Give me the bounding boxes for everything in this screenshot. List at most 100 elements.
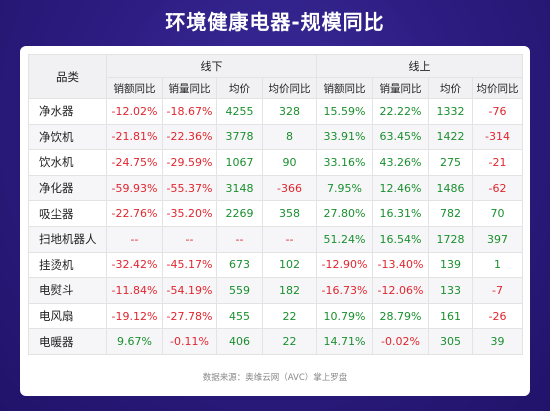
category-header: 品类: [28, 54, 107, 99]
table-cell: 14.71%: [316, 328, 373, 355]
table-cell: 43.26%: [372, 149, 429, 176]
table-cell: 397: [472, 225, 523, 253]
table-cell: 22.22%: [372, 98, 429, 125]
table-cell: 358: [262, 200, 317, 227]
table-cell: -0.11%: [162, 328, 217, 355]
table-cell: -76: [472, 98, 523, 125]
table-cell: 102: [262, 251, 317, 279]
table-cell: -55.37%: [162, 174, 217, 202]
table-row: 净饮机 -21.81% -22.36% 3778 8 33.91% 63.45% 1422 -3…: [28, 123, 523, 151]
table-cell: -45.17%: [162, 251, 217, 279]
column-header: 均价同比: [262, 77, 317, 99]
table-header: 品类 线下 线上 销额同比 销量同比 均价 均价同比 销额同比 销量同比 均价 …: [28, 54, 523, 99]
table-cell: 328: [262, 98, 317, 125]
table-cell: -22.36%: [162, 123, 217, 151]
category-name-cell: 净化器: [28, 174, 107, 202]
table-row: 饮水机 -24.75% -29.59% 1067 90 33.16% 43.26% 275 -2…: [28, 149, 523, 176]
table-cell: -62: [472, 174, 523, 202]
table-cell: -13.40%: [372, 251, 429, 279]
table-cell: 15.59%: [316, 98, 373, 125]
table-row: 电熨斗 -11.84% -54.19% 559 182 -16.73% -12.06% 133…: [28, 277, 523, 304]
column-header: 均价: [216, 77, 263, 99]
table-cell: 22: [262, 328, 317, 355]
table-cell: 33.91%: [316, 123, 373, 151]
category-name-cell: 电暖器: [28, 328, 107, 355]
category-name-cell: 电风扇: [28, 302, 107, 330]
table-cell: --: [262, 225, 317, 253]
table-cell: 406: [216, 328, 263, 355]
table-cell: 305: [428, 328, 473, 355]
table-cell: --: [216, 225, 263, 253]
table-cell: -16.73%: [316, 277, 373, 304]
table-cell: 161: [428, 302, 473, 330]
table-cell: 33.16%: [316, 149, 373, 176]
table-cell: 7.95%: [316, 174, 373, 202]
column-header: 销额同比: [106, 77, 163, 99]
table-cell: -35.20%: [162, 200, 217, 227]
table-cell: -21: [472, 149, 523, 176]
table-cell: 27.80%: [316, 200, 373, 227]
category-name-cell: 挂烫机: [28, 251, 107, 279]
table-cell: 455: [216, 302, 263, 330]
table-cell: 51.24%: [316, 225, 373, 253]
category-name-cell: 净饮机: [28, 123, 107, 151]
table-cell: -29.59%: [162, 149, 217, 176]
table-cell: --: [162, 225, 217, 253]
table-cell: -0.02%: [372, 328, 429, 355]
table-row: 净水器 -12.02% -18.67% 4255 328 15.59% 22.22% 1332…: [28, 98, 523, 125]
table-cell: 133: [428, 277, 473, 304]
table-cell: 2269: [216, 200, 263, 227]
table-cell: -26: [472, 302, 523, 330]
table-cell: 1: [472, 251, 523, 279]
table-cell: -54.19%: [162, 277, 217, 304]
data-source-note: 数据来源：奥维云网（AVC）掌上罗盘: [202, 373, 348, 383]
table-body: 净水器 -12.02% -18.67% 4255 328 15.59% 22.22% 1332…: [28, 98, 523, 355]
table-cell: 673: [216, 251, 263, 279]
table-row: 电风扇 -19.12% -27.78% 455 22 10.79% 28.79% 161 -26: [28, 302, 523, 330]
table-cell: -27.78%: [162, 302, 217, 330]
table-cell: 90: [262, 149, 317, 176]
table-cell: 559: [216, 277, 263, 304]
table-row: 扫地机器人 -- -- -- -- 51.24% 16.54% 1728 397: [28, 225, 523, 253]
table-cell: 1067: [216, 149, 263, 176]
table-cell: -24.75%: [106, 149, 163, 176]
table-cell: 139: [428, 251, 473, 279]
table-cell: 275: [428, 149, 473, 176]
table-cell: 8: [262, 123, 317, 151]
table-cell: 22: [262, 302, 317, 330]
group-header-offline: 线下: [106, 54, 317, 78]
column-header: 均价同比: [472, 77, 523, 99]
table-cell: -11.84%: [106, 277, 163, 304]
table-row: 电暖器 9.67% -0.11% 406 22 14.71% -0.02% 305 39: [28, 328, 523, 355]
table-cell: -366: [262, 174, 317, 202]
table-cell: -12.90%: [316, 251, 373, 279]
table-cell: 1728: [428, 225, 473, 253]
table-cell: -22.76%: [106, 200, 163, 227]
table-cell: -18.67%: [162, 98, 217, 125]
table-row: 吸尘器 -22.76% -35.20% 2269 358 27.80% 16.31% 782 7…: [28, 200, 523, 227]
table-row: 净化器 -59.93% -55.37% 3148 -366 7.95% 12.46% 1486…: [28, 174, 523, 202]
page-title: 环境健康电器-规模同比: [165, 10, 385, 34]
table-cell: 63.45%: [372, 123, 429, 151]
column-header: 销额同比: [316, 77, 373, 99]
table-cell: 16.54%: [372, 225, 429, 253]
category-name-cell: 电熨斗: [28, 277, 107, 304]
column-header: 销量同比: [162, 77, 217, 99]
table-cell: 182: [262, 277, 317, 304]
table-cell: -19.12%: [106, 302, 163, 330]
table-cell: 4255: [216, 98, 263, 125]
table-cell: -7: [472, 277, 523, 304]
category-name-cell: 扫地机器人: [28, 225, 107, 253]
data-table: 品类 线下 线上 销额同比 销量同比 均价 均价同比 销额同比 销量同比 均价 …: [28, 54, 523, 355]
table-cell: 782: [428, 200, 473, 227]
table-cell: 9.67%: [106, 328, 163, 355]
category-name-cell: 吸尘器: [28, 200, 107, 227]
table-cell: 12.46%: [372, 174, 429, 202]
table-cell: -12.06%: [372, 277, 429, 304]
column-header: 均价: [428, 77, 473, 99]
table-cell: -21.81%: [106, 123, 163, 151]
table-card: 品类 线下 线上 销额同比 销量同比 均价 均价同比 销额同比 销量同比 均价 …: [20, 46, 530, 396]
category-name-cell: 饮水机: [28, 149, 107, 176]
group-header-online: 线上: [316, 54, 523, 78]
